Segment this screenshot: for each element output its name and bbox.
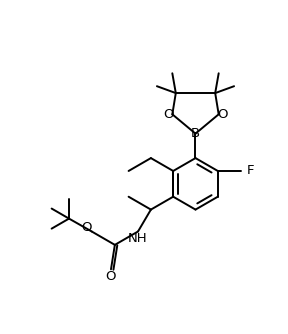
Text: O: O: [163, 108, 174, 121]
Text: B: B: [191, 127, 200, 140]
Text: O: O: [217, 108, 228, 121]
Text: F: F: [247, 164, 254, 177]
Text: O: O: [82, 221, 92, 234]
Text: NH: NH: [128, 232, 148, 245]
Text: O: O: [106, 270, 116, 283]
